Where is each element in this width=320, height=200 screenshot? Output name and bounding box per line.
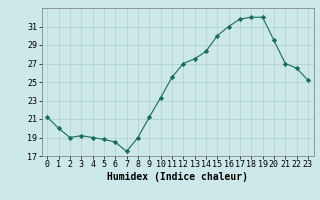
X-axis label: Humidex (Indice chaleur): Humidex (Indice chaleur) xyxy=(107,172,248,182)
